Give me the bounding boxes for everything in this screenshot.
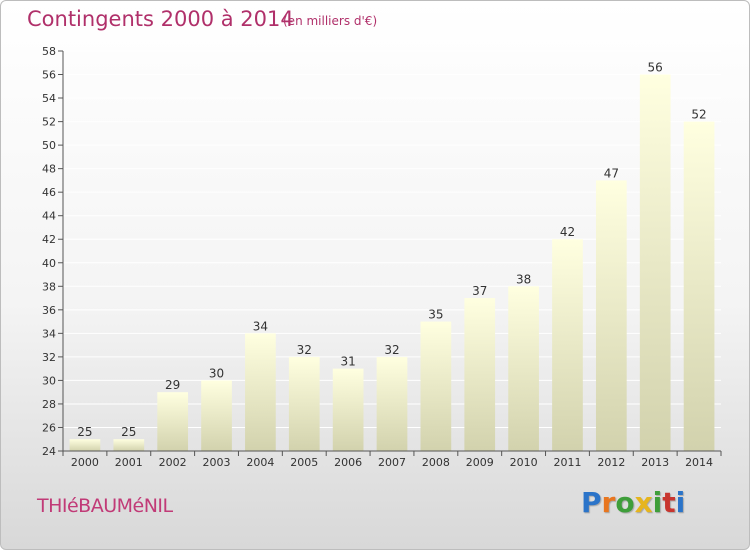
bar [683, 121, 715, 452]
x-tick-label: 2002 [159, 456, 187, 469]
y-tick-label: 44 [42, 210, 56, 223]
bar-value-label: 29 [165, 378, 180, 392]
bar [376, 356, 408, 451]
bar-value-label: 34 [253, 319, 268, 333]
logo-letter: P [581, 486, 602, 519]
x-tick-label: 2007 [378, 456, 406, 469]
logo-letter: i [675, 486, 686, 519]
y-tick-label: 58 [42, 45, 56, 58]
x-tick-label: 2001 [115, 456, 143, 469]
bar-value-label: 25 [121, 425, 136, 439]
x-tick-label: 2013 [641, 456, 669, 469]
bar [113, 439, 145, 451]
y-tick-label: 46 [42, 186, 56, 199]
axes [58, 50, 722, 456]
logo-letter: t [662, 486, 676, 519]
x-tick-label: 2000 [71, 456, 99, 469]
bar [201, 380, 232, 451]
bar-value-label: 32 [297, 343, 312, 357]
bar [420, 321, 452, 451]
bar [508, 286, 539, 451]
y-tick-label: 36 [42, 304, 56, 317]
logo-letter: i [652, 486, 663, 519]
bar-value-label: 35 [428, 308, 443, 322]
y-tick-label: 24 [42, 445, 56, 458]
bar-value-label: 37 [472, 284, 487, 298]
y-tick-label: 38 [42, 280, 56, 293]
bar-value-label: 32 [384, 343, 399, 357]
x-tick-label: 2014 [685, 456, 713, 469]
bar-value-label: 38 [516, 272, 531, 286]
y-tick-label: 30 [42, 374, 56, 387]
x-tick-label: 2012 [597, 456, 625, 469]
bar [157, 392, 189, 451]
bar-value-label: 31 [340, 355, 355, 369]
y-tick-label: 26 [42, 421, 56, 434]
x-tick-label: 2003 [203, 456, 231, 469]
city-name: THIéBAUMéNIL [37, 495, 173, 517]
labels: 24 26 28 30 32 34 36 38 40 42 44 46 48 50 52 54 56 58 25 20… [42, 45, 713, 469]
y-tick-label: 40 [42, 257, 56, 270]
logo-letter: x [634, 486, 653, 519]
x-tick-label: 2011 [553, 456, 581, 469]
y-tick-label: 50 [42, 139, 56, 152]
logo-letter: o [615, 486, 635, 519]
bar [552, 239, 583, 451]
bar-value-label: 47 [604, 166, 619, 180]
logo-letter: r [601, 486, 616, 519]
bar-value-label: 25 [77, 425, 92, 439]
y-tick-label: 34 [42, 327, 56, 340]
bar-value-label: 52 [691, 108, 706, 122]
bar-value-label: 56 [648, 61, 663, 75]
y-tick-label: 42 [42, 233, 56, 246]
y-tick-label: 56 [42, 69, 56, 82]
chart-title: Contingents 2000 à 2014 [27, 7, 294, 31]
chart-subtitle: (en milliers d'€) [283, 14, 378, 28]
x-tick-label: 2010 [510, 456, 538, 469]
x-tick-label: 2005 [290, 456, 318, 469]
bar [288, 356, 320, 451]
bar [464, 298, 496, 451]
x-tick-label: 2004 [246, 456, 274, 469]
y-tick-label: 32 [42, 351, 56, 364]
y-tick-label: 54 [42, 92, 56, 105]
proxiti-logo: Proxiti [581, 486, 685, 519]
y-tick-label: 52 [42, 116, 56, 129]
bar [639, 74, 671, 451]
bar [69, 439, 101, 451]
bar [595, 180, 627, 452]
bar [332, 368, 364, 451]
bar-value-label: 30 [209, 366, 224, 380]
x-tick-label: 2008 [422, 456, 450, 469]
y-tick-label: 28 [42, 398, 56, 411]
y-tick-label: 48 [42, 163, 56, 176]
x-tick-label: 2006 [334, 456, 362, 469]
x-tick-label: 2009 [466, 456, 494, 469]
bar-value-label: 42 [560, 225, 575, 239]
bar [245, 333, 276, 451]
bars [69, 74, 715, 452]
